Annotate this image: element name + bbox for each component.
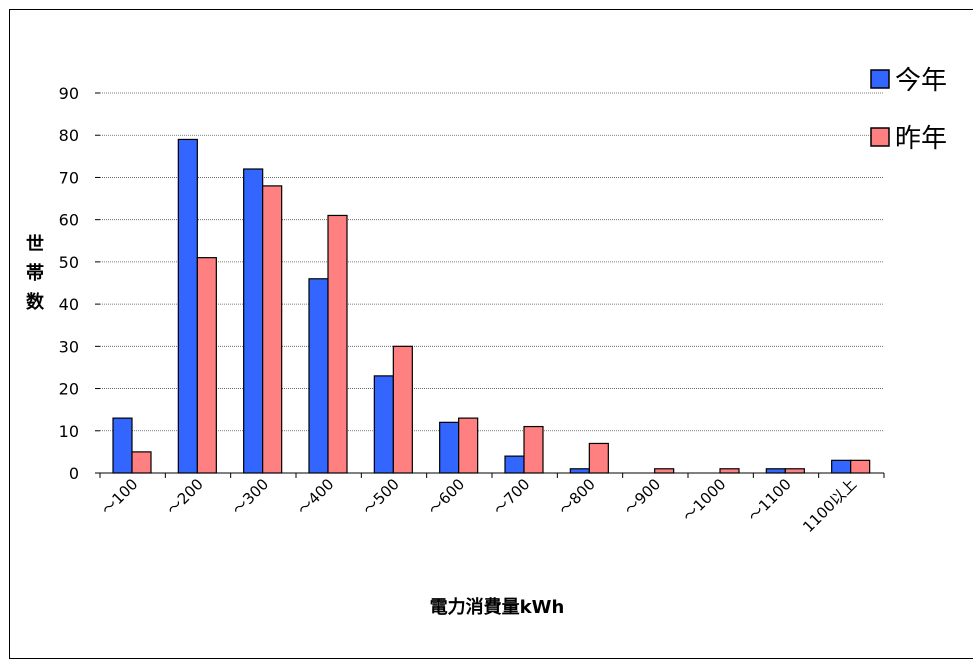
bar-last-year xyxy=(654,468,675,474)
x-tick-label: ～500 xyxy=(359,475,403,519)
x-axis-title: 電力消費量kWh xyxy=(430,596,565,618)
y-tick-label: 40 xyxy=(59,295,79,314)
x-tick-label: ～400 xyxy=(294,475,338,519)
legend-label: 昨年 xyxy=(895,124,947,154)
x-tick-label: ～700 xyxy=(490,475,534,519)
bar-this-year xyxy=(243,168,264,474)
bar-this-year xyxy=(373,375,394,474)
y-axis-title-char-2: 帯 xyxy=(26,262,44,284)
x-tick-label: 1100以上 xyxy=(799,475,860,536)
x-tick-label: ～900 xyxy=(621,475,665,519)
bar-last-year xyxy=(588,442,609,474)
bar-last-year xyxy=(196,257,217,474)
bar-last-year xyxy=(784,468,805,474)
bar-this-year xyxy=(177,138,198,474)
y-axis-title-char-1: 世 xyxy=(26,234,44,255)
bar-group xyxy=(112,138,871,474)
bar-this-year xyxy=(308,278,329,474)
y-tick-label: 50 xyxy=(59,253,79,272)
y-tick-label: 90 xyxy=(59,84,79,103)
bar-last-year xyxy=(719,468,740,474)
bar-last-year xyxy=(392,345,413,474)
y-axis-title: 世 帯 数 xyxy=(26,234,45,313)
bar-last-year xyxy=(262,185,283,474)
x-tick-label: ～800 xyxy=(555,475,599,519)
x-tick-label: ～1100 xyxy=(744,475,794,525)
bar-last-year xyxy=(131,451,152,474)
y-tick-label: 80 xyxy=(59,126,79,145)
y-tick-label: 70 xyxy=(59,168,79,187)
x-tick-label: ～1000 xyxy=(679,475,729,525)
x-tick-label: ～200 xyxy=(163,475,207,519)
y-tick-label: 30 xyxy=(59,337,79,356)
y-tick-label: 10 xyxy=(59,422,79,441)
x-tick-label: ～300 xyxy=(229,475,273,519)
x-tick-labels: ～100 ～200 ～300 ～400 ～500 ～600 ～700 ～800 ～900 ～100… xyxy=(98,473,885,536)
bar-last-year xyxy=(458,417,479,474)
legend-swatch xyxy=(870,127,890,147)
legend-label: 今年 xyxy=(895,66,947,96)
bar-this-year xyxy=(439,421,460,474)
y-tick-label: 60 xyxy=(59,211,79,230)
x-tick-label: ～600 xyxy=(425,475,469,519)
bar-this-year xyxy=(504,455,525,474)
bar-last-year xyxy=(327,214,348,474)
bar-this-year xyxy=(112,417,133,474)
bar-this-year xyxy=(569,468,590,474)
x-tick-label: ～100 xyxy=(98,475,142,519)
y-tick-label: 20 xyxy=(59,380,79,399)
legend-swatch xyxy=(870,69,890,89)
y-axis-title-char-3: 数 xyxy=(26,291,45,313)
y-tick-labels: 0 10 20 30 40 50 60 70 80 90 xyxy=(59,84,79,483)
bar-last-year xyxy=(850,459,871,474)
bar-this-year xyxy=(765,468,786,474)
y-tick-label: 0 xyxy=(69,464,79,483)
bar-this-year xyxy=(831,459,852,474)
gridlines xyxy=(95,92,884,474)
bar-last-year xyxy=(523,425,544,474)
